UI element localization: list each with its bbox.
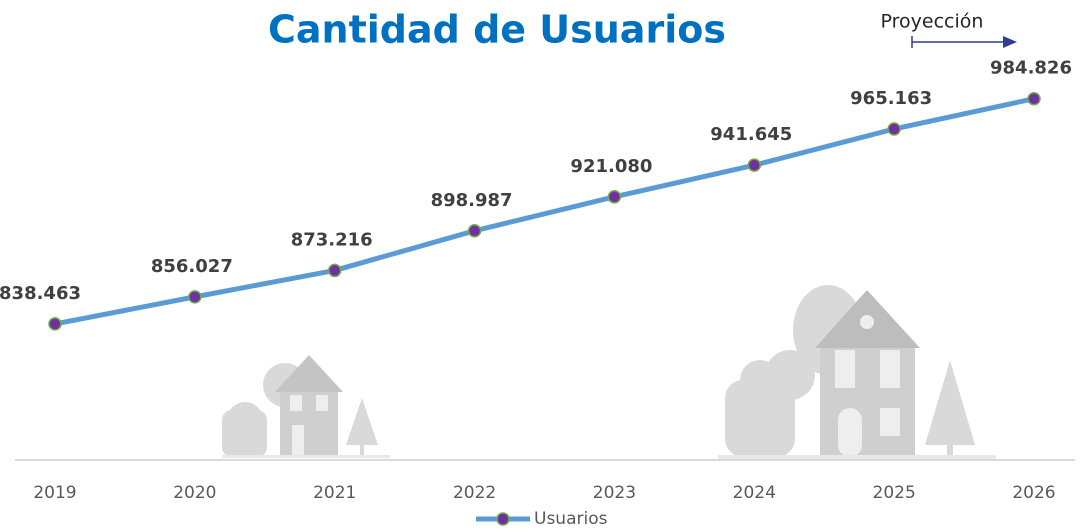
chart-title: Cantidad de Usuarios [268,8,726,52]
value-label: 941.645 [710,124,792,145]
x-tick-label: 2019 [33,483,76,503]
marker [48,317,62,331]
x-tick-label: 2022 [453,483,496,503]
value-label: 898.987 [431,190,513,211]
value-label: 984.826 [990,58,1072,79]
decoration [222,285,996,459]
value-label: 873.216 [291,229,373,250]
line [54,96,1035,327]
value-label: 965.163 [850,88,932,109]
value-label: 921.080 [570,156,652,177]
marker [1027,91,1041,106]
x-tick-label: 2020 [173,483,216,503]
marker [188,290,202,304]
marker [607,190,622,204]
annotation: Proyección [881,11,984,33]
legend-marker [496,512,510,526]
x-tick-label: 2023 [593,483,636,503]
x-tick-label: 2024 [733,483,776,503]
marker [467,224,482,238]
x-tick-label: 2026 [1012,483,1055,503]
annotation-arrow-head [1003,36,1017,48]
legend-label: Usuarios [534,509,608,529]
marker [887,122,901,136]
marker [747,158,762,172]
x-tick-label: 2025 [873,483,916,503]
value-label: 838.463 [0,283,81,304]
marker [327,263,342,278]
x-tick-label: 2021 [313,483,356,503]
value-label: 856.027 [151,256,233,277]
